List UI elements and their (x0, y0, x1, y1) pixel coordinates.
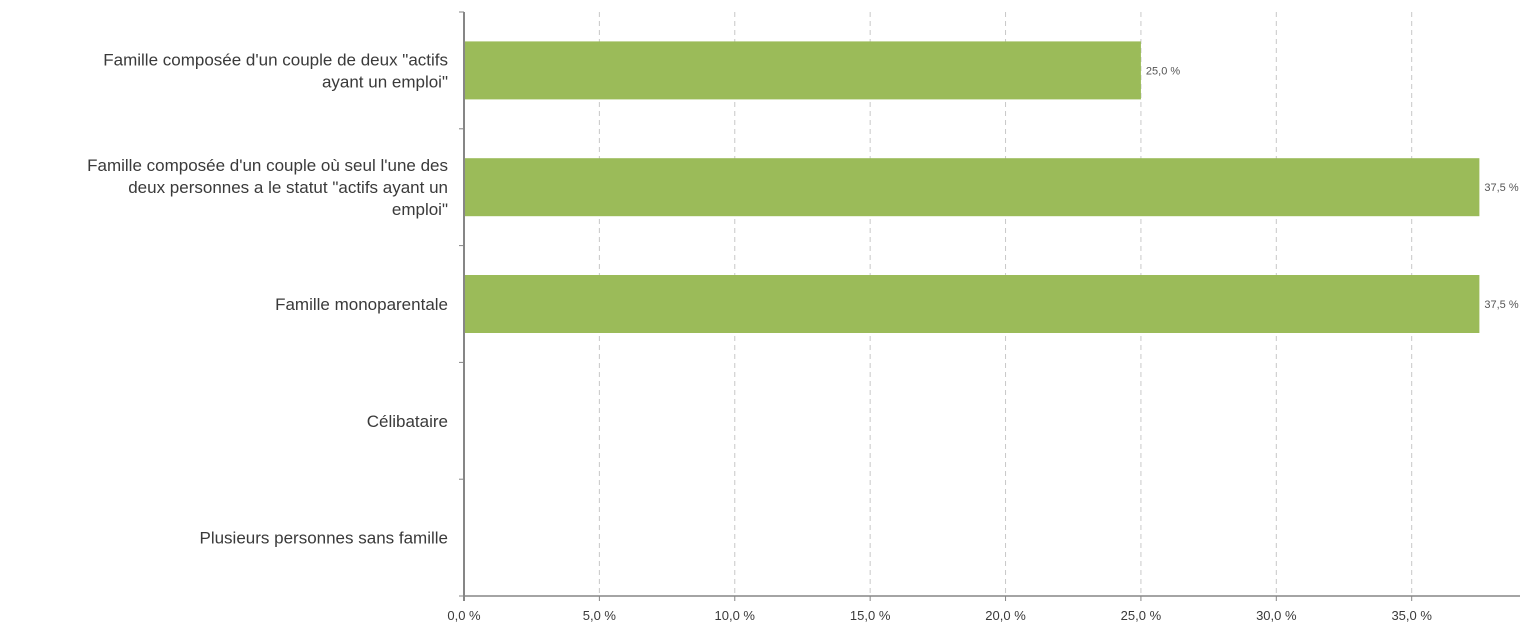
bar (464, 158, 1480, 217)
category-label-line: ayant un emploi" (322, 72, 448, 91)
category-label-line: Famille composée d'un couple de deux "ac… (103, 50, 448, 69)
category-label-line: Famille monoparentale (275, 295, 448, 314)
x-tick-label: 25,0 % (1121, 608, 1162, 623)
data-label: 25,0 % (1146, 65, 1180, 77)
x-tick-label: 10,0 % (715, 608, 756, 623)
x-tick-label: 20,0 % (985, 608, 1026, 623)
category-label: Famille composée d'un couple où seul l'u… (87, 156, 448, 219)
category-label-line: emploi" (392, 200, 448, 219)
category-label-line: Célibataire (367, 412, 448, 431)
category-label: Plusieurs personnes sans famille (199, 529, 448, 548)
data-label: 37,5 % (1484, 299, 1518, 311)
bar (464, 275, 1480, 333)
category-label: Célibataire (367, 412, 448, 431)
x-tick-label: 15,0 % (850, 608, 891, 623)
x-tick-label: 30,0 % (1256, 608, 1297, 623)
bar (464, 41, 1141, 100)
category-label: Famille monoparentale (275, 295, 448, 314)
category-label-line: deux personnes a le statut "actifs ayant… (128, 178, 448, 197)
category-label-line: Plusieurs personnes sans famille (199, 529, 448, 548)
x-tick-label: 35,0 % (1391, 608, 1432, 623)
x-tick-label: 5,0 % (583, 608, 617, 623)
category-label: Famille composée d'un couple de deux "ac… (103, 50, 448, 91)
category-label-line: Famille composée d'un couple où seul l'u… (87, 156, 448, 175)
x-tick-label: 0,0 % (447, 608, 481, 623)
data-label: 37,5 % (1484, 182, 1518, 194)
